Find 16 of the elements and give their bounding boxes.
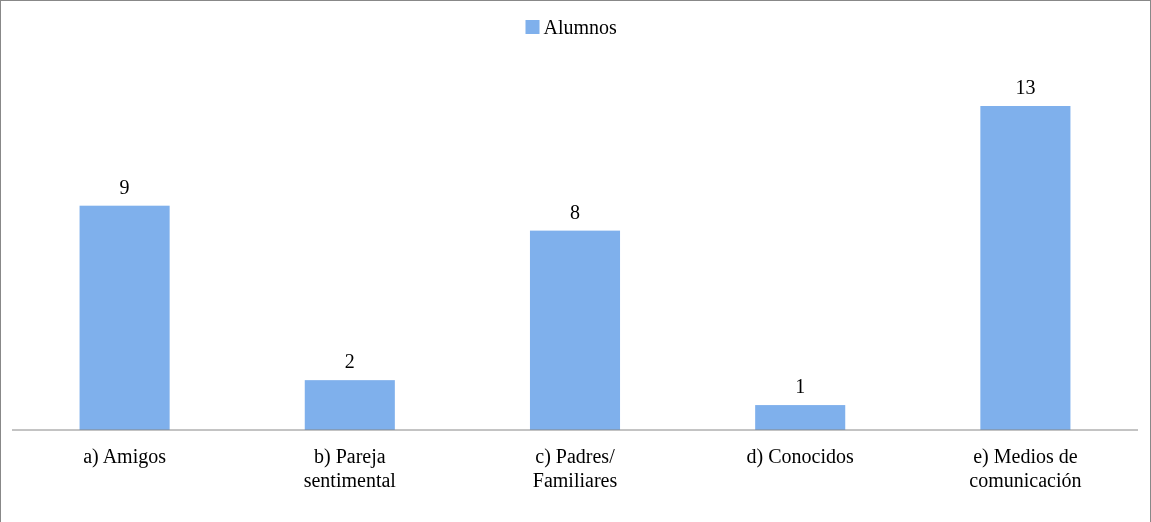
data-label: 8 xyxy=(570,200,580,223)
bar xyxy=(79,205,170,430)
x-tick-label: a) Amigos xyxy=(83,445,167,468)
bar xyxy=(755,405,846,430)
x-tick-label: c) Padres/Familiares xyxy=(532,445,618,491)
bar xyxy=(529,230,621,430)
x-tick-label: b) Pareja sentimental xyxy=(303,445,397,491)
x-tick-label: d) Conocidos xyxy=(746,445,855,468)
data-label: 13 xyxy=(1015,76,1036,98)
bar xyxy=(980,106,1071,430)
data-label: 1 xyxy=(795,375,806,398)
bar xyxy=(304,380,395,430)
legend-label: Alumnos xyxy=(543,16,618,38)
x-tick-label: e) Medios de comunicación xyxy=(969,445,1082,491)
data-label: 9 xyxy=(119,175,130,198)
data-label: 2 xyxy=(344,350,355,373)
